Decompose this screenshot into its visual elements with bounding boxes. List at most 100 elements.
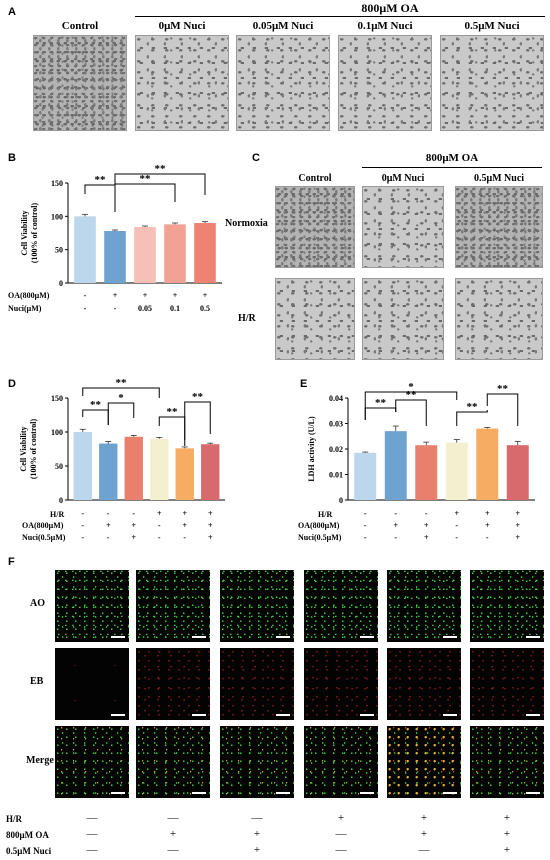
micrograph-a-005nuci — [236, 35, 330, 131]
chart-d-bar — [175, 448, 194, 500]
panel-d-sign: - — [132, 509, 136, 518]
scale-bar — [526, 714, 540, 716]
fluorescence-image-eb — [55, 648, 129, 720]
panel-d-sign: + — [207, 521, 213, 530]
fluorescence-image-ao — [220, 570, 294, 642]
chart-e-ytick-label: 0.01 — [329, 471, 343, 480]
scale-bar — [443, 714, 457, 716]
scale-bar — [111, 792, 125, 794]
panel-f-sign: + — [420, 812, 428, 824]
panel-f-sign: + — [169, 828, 177, 840]
scale-bar — [192, 792, 206, 794]
chart-e-sig-label: ** — [406, 389, 418, 401]
chart-b-sig-bracket — [84, 184, 116, 212]
fluorescence-image-eb — [470, 648, 544, 720]
chart-d-bar — [150, 438, 169, 500]
chart-d-ylabel: (100% of control) — [29, 419, 38, 480]
chart-b-bar — [74, 216, 96, 283]
panel-c-row-normoxia: Normoxia — [225, 218, 268, 229]
panel-d-sign: + — [131, 533, 137, 542]
micrograph-c-hr-0nuci — [362, 278, 444, 360]
panel-f-row-merge: Merge — [26, 755, 54, 766]
micrograph-a-01nuci — [338, 35, 432, 131]
chart-e-sig-label: * — [408, 381, 414, 393]
chart-d-bar — [99, 443, 118, 500]
panel-f-cond-hr: H/R — [6, 814, 23, 824]
fluorescence-image-merge — [304, 726, 378, 798]
micrograph-c-hr-control — [275, 278, 355, 360]
panel-e-sign: + — [515, 509, 521, 518]
panel-a-header-05nuci: 0.5μM Nuci — [464, 20, 520, 32]
panel-d-sign: + — [156, 509, 162, 518]
panel-d-sign: + — [207, 533, 213, 542]
chart-d: 0 50 100 150 Cell Viability (100% of control)… — [19, 377, 225, 505]
panel-d-sign: - — [106, 509, 110, 518]
chart-d-ytick-label: 50 — [55, 462, 63, 471]
chart-e-ytick-label: 0.03 — [329, 420, 343, 429]
scale-bar — [276, 636, 290, 638]
panel-f-cond-nuci: 0.5μM Nuci — [6, 846, 52, 856]
panel-b-sign: + — [142, 291, 148, 300]
panel-d-rowlabel-oa: OA(800μM) — [22, 521, 64, 530]
panel-b-rowlabel-oa: OA(800μM) — [8, 291, 50, 300]
panel-b-rowlabel-nuci: Nuci(μM) — [8, 304, 42, 313]
chart-b-ytick-label: 50 — [55, 246, 63, 255]
panel-b-sign: + — [112, 291, 118, 300]
micrograph-c-normoxia-0nuci — [362, 186, 444, 268]
panel-c-header-control: Control — [298, 173, 332, 184]
panel-f-row-ao: AO — [30, 598, 45, 609]
chart-d-sig-bracket — [82, 409, 109, 425]
panel-a-header-005nuci: 0.05μM Nuci — [252, 20, 314, 32]
chart-d-sig-label: ** — [167, 406, 179, 418]
chart-b-sig-label: ** — [155, 163, 167, 175]
chart-d-ytick-label: 100 — [51, 428, 63, 437]
panel-e-rowlabel-oa: OA(800μM) — [298, 521, 340, 530]
panel-e-rowlabel-hr: H/R — [318, 510, 333, 519]
panel-d-sign: + — [182, 521, 188, 530]
panel-f-sign: — — [167, 812, 179, 824]
panel-d-sign: + — [131, 521, 137, 530]
fluorescence-image-ao — [136, 570, 210, 642]
scale-bar — [443, 636, 457, 638]
scale-bar — [526, 636, 540, 638]
panel-d-label: D — [8, 378, 16, 390]
chart-e-bar — [476, 428, 499, 500]
chart-b-sig-bracket — [114, 183, 176, 212]
chart-b-bar — [164, 224, 186, 283]
fluorescence-image-eb — [387, 648, 461, 720]
chart-d-sig-bracket — [107, 402, 135, 425]
chart-b-bar — [194, 223, 216, 283]
panel-f-sign: + — [337, 812, 345, 824]
chart-b-bar — [134, 227, 156, 283]
panel-f-sign: + — [503, 844, 511, 856]
panel-d-sign: - — [157, 533, 161, 542]
chart-b-sig-label: ** — [95, 174, 107, 186]
fluorescence-image-ao — [470, 570, 544, 642]
fluorescence-image-merge — [220, 726, 294, 798]
chart-b-bar — [104, 231, 126, 283]
panel-a-header-0nuci: 0μM Nuci — [158, 20, 206, 32]
chart-d-ylabel: Cell Viability — [19, 426, 28, 471]
scale-bar — [276, 714, 290, 716]
scale-bar — [360, 714, 374, 716]
panel-d-sign: + — [105, 521, 111, 530]
panel-e-sign: + — [484, 521, 490, 530]
panel-d-rowlabel-hr: H/R — [50, 510, 65, 519]
panel-f-sign: + — [253, 828, 261, 840]
chart-b-sig-bracket — [114, 173, 206, 210]
panel-d-sign: - — [81, 533, 85, 542]
chart-d-ytick-label: 150 — [51, 394, 63, 403]
panel-f-label: F — [8, 556, 15, 568]
fluorescence-image-merge — [387, 726, 461, 798]
chart-e-sig-bracket — [456, 410, 488, 426]
panel-e-sign: + — [484, 509, 490, 518]
panel-e-sign: - — [424, 509, 428, 518]
panel-e-sign: - — [363, 521, 367, 530]
fluorescence-image-ao — [387, 570, 461, 642]
panel-c-header-0nuci: 0μM Nuci — [381, 173, 425, 184]
panel-e-sign: - — [485, 533, 489, 542]
chart-b-ytick-label: 100 — [51, 212, 63, 221]
chart-e-sig-bracket — [486, 393, 519, 426]
panel-a-header-01nuci: 0.1μM Nuci — [357, 20, 413, 32]
scale-bar — [360, 636, 374, 638]
